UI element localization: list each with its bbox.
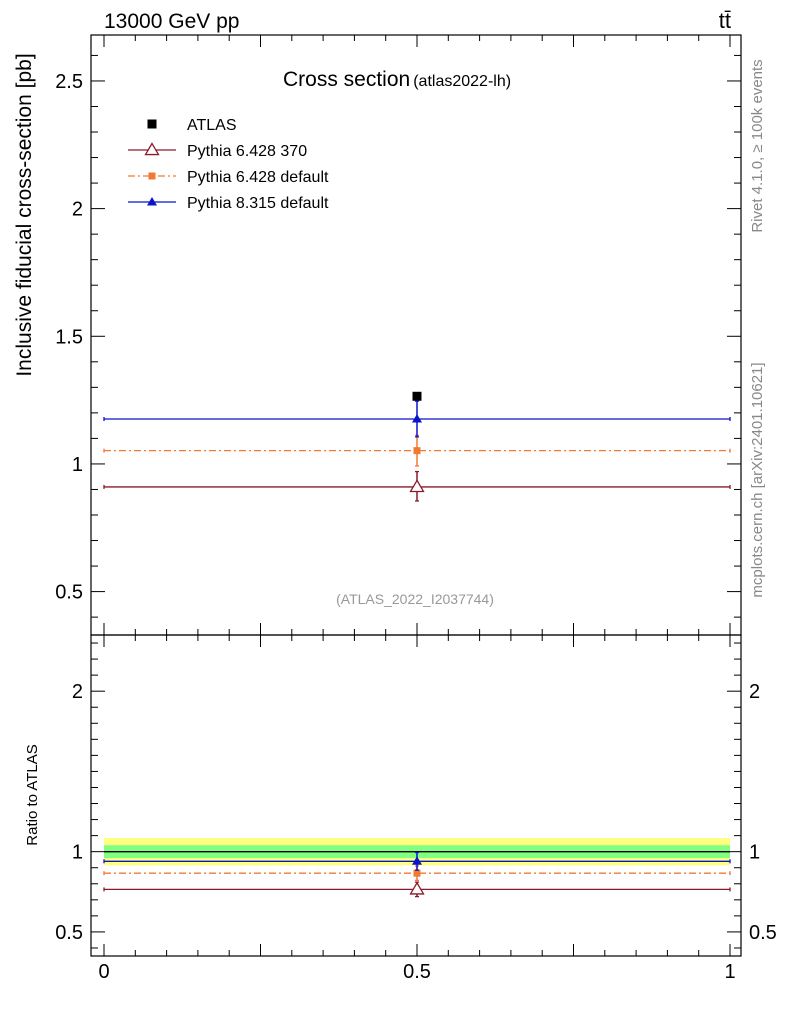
plot-title: Cross section (atlas2022-lh)	[283, 68, 511, 91]
watermark: (ATLAS_2022_I2037744)	[336, 591, 494, 607]
main-ytick-label: 1	[72, 454, 83, 476]
legend-marker-atlas	[147, 119, 157, 129]
ratio-ytick-label-left: 1	[72, 842, 83, 864]
main-ytick-label: 2.5	[55, 71, 83, 93]
main-marker-py6_370	[409, 479, 425, 493]
side-annotation-bottom: mcplots.cern.ch [arXiv:2401.10621]	[749, 362, 766, 597]
ratio-ytick-label-right: 1	[749, 842, 760, 864]
legend-marker-py6_370	[144, 142, 160, 156]
ratio-ytick-label-left: 2	[72, 681, 83, 703]
legend-entry-py6_370: Pythia 6.428 370	[128, 142, 307, 160]
legend-label-py8_default: Pythia 8.315 default	[187, 195, 329, 212]
ratio-ytick-label-left: 0.5	[55, 922, 83, 944]
ratio-marker-py6_default	[413, 869, 421, 877]
legend-marker-py6_default	[148, 172, 156, 180]
xtick-label: 0.5	[403, 961, 431, 983]
ratio-ytick-label-right: 0.5	[749, 922, 777, 944]
ratio-plot-frame	[90, 634, 742, 957]
ratio-marker-py8_default	[412, 856, 422, 865]
legend-label-py6_default: Pythia 6.428 default	[187, 169, 329, 186]
main-series-py6_370	[103, 470, 731, 502]
ratio-ylabel: Ratio to ATLAS	[24, 744, 41, 845]
energy-label: 13000 GeV pp	[104, 10, 239, 33]
main-series-py6_default	[103, 434, 731, 467]
xtick-label: 0	[98, 961, 109, 983]
legend-label-py6_370: Pythia 6.428 370	[187, 143, 307, 160]
side-annotation-top: Rivet 4.1.0, ≥ 100k events	[749, 59, 766, 232]
legend-entry-py6_default: Pythia 6.428 default	[128, 169, 329, 186]
main-marker-atlas	[412, 391, 422, 401]
legend: ATLAS Pythia 6.428 370 Pythia 6.428 defaul…	[128, 117, 329, 212]
ratio-series-py8_default	[103, 851, 731, 871]
xtick-label: 1	[724, 961, 735, 983]
legend-label-atlas: ATLAS	[187, 117, 237, 134]
ratio-series-py6_370	[103, 881, 731, 898]
main-ytick-label: 1.5	[55, 326, 83, 348]
ratio-ytick-label-right: 2	[749, 681, 760, 703]
legend-entry-atlas: ATLAS	[147, 117, 237, 134]
main-ytick-label: 0.5	[55, 582, 83, 604]
main-series-py8_default	[103, 400, 731, 438]
process-label: tt̄	[719, 8, 731, 33]
ratio-marker-py6_370	[409, 881, 425, 895]
main-ylabel: Inclusive fiducial cross-section [pb]	[13, 53, 36, 376]
main-ytick-label: 2	[72, 199, 83, 221]
main-series-atlas	[412, 391, 422, 401]
plot-title-sub: (atlas2022-lh)	[413, 73, 511, 90]
legend-marker-py8_default	[147, 197, 157, 206]
main-marker-py6_default	[413, 447, 421, 455]
legend-entry-py8_default: Pythia 8.315 default	[128, 195, 329, 212]
main-marker-py8_default	[412, 414, 422, 423]
plot-title-main: Cross section	[283, 68, 410, 91]
